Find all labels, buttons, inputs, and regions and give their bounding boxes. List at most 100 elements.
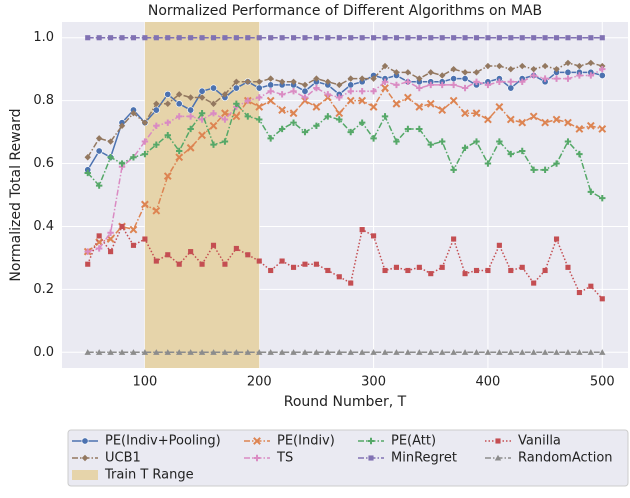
marker bbox=[336, 116, 343, 123]
marker bbox=[451, 236, 457, 242]
marker bbox=[529, 112, 538, 121]
x-tick-label: 100 bbox=[132, 375, 157, 390]
marker bbox=[278, 78, 286, 85]
marker bbox=[599, 65, 606, 73]
marker bbox=[267, 88, 274, 95]
marker bbox=[255, 84, 263, 92]
marker bbox=[233, 245, 239, 252]
marker bbox=[393, 69, 400, 76]
marker bbox=[587, 72, 595, 79]
marker bbox=[427, 141, 434, 148]
legend-label: RandomAction bbox=[518, 451, 613, 466]
marker bbox=[244, 349, 252, 355]
y-axis-label: Normalized Total Reward bbox=[8, 108, 24, 281]
marker bbox=[164, 90, 172, 98]
marker bbox=[95, 182, 103, 189]
marker bbox=[371, 35, 377, 41]
marker bbox=[576, 150, 583, 158]
marker bbox=[564, 59, 572, 67]
marker bbox=[164, 132, 171, 139]
legend bbox=[67, 429, 629, 487]
marker bbox=[461, 349, 469, 355]
marker bbox=[382, 35, 388, 41]
marker bbox=[438, 138, 446, 145]
marker bbox=[564, 138, 572, 145]
marker bbox=[336, 274, 342, 280]
marker bbox=[576, 72, 583, 79]
marker bbox=[428, 271, 434, 277]
legend-marker bbox=[81, 437, 89, 445]
marker bbox=[118, 349, 126, 355]
marker bbox=[336, 35, 342, 41]
marker bbox=[450, 349, 457, 355]
marker bbox=[221, 116, 229, 123]
x-tick-label: 400 bbox=[476, 375, 501, 390]
marker bbox=[348, 35, 354, 41]
marker bbox=[565, 264, 571, 270]
marker bbox=[438, 106, 447, 114]
marker bbox=[371, 233, 377, 239]
marker bbox=[268, 267, 274, 274]
marker bbox=[461, 69, 469, 76]
marker bbox=[404, 69, 412, 76]
marker bbox=[198, 94, 206, 101]
marker bbox=[485, 35, 491, 41]
marker bbox=[393, 138, 400, 145]
marker bbox=[278, 125, 286, 133]
marker bbox=[188, 35, 194, 41]
marker bbox=[187, 106, 195, 114]
marker bbox=[575, 125, 584, 133]
marker bbox=[450, 81, 457, 89]
marker bbox=[210, 84, 218, 92]
marker bbox=[313, 349, 320, 355]
marker bbox=[141, 119, 149, 126]
marker bbox=[107, 138, 114, 145]
marker bbox=[553, 349, 560, 355]
marker bbox=[381, 349, 389, 355]
marker bbox=[519, 78, 526, 85]
marker bbox=[96, 233, 102, 239]
marker bbox=[588, 35, 594, 41]
marker bbox=[153, 35, 159, 41]
y-tick-label: 0.8 bbox=[33, 93, 54, 108]
marker bbox=[473, 78, 480, 85]
marker bbox=[438, 72, 446, 79]
marker bbox=[564, 75, 572, 82]
marker bbox=[142, 236, 148, 242]
marker bbox=[496, 242, 502, 248]
marker bbox=[325, 35, 331, 41]
marker bbox=[221, 109, 229, 118]
marker bbox=[415, 103, 424, 111]
marker bbox=[438, 81, 446, 89]
marker bbox=[85, 35, 91, 41]
marker bbox=[347, 81, 355, 89]
marker bbox=[370, 75, 377, 82]
marker bbox=[232, 84, 240, 92]
marker bbox=[370, 349, 377, 355]
marker bbox=[507, 65, 514, 73]
marker bbox=[244, 78, 252, 85]
marker bbox=[176, 349, 183, 355]
x-tick-label: 200 bbox=[247, 375, 272, 390]
marker bbox=[519, 264, 525, 270]
marker bbox=[164, 119, 171, 126]
legend-label: PE(Att) bbox=[391, 434, 436, 449]
marker bbox=[95, 245, 103, 252]
marker bbox=[84, 154, 91, 161]
marker bbox=[84, 248, 91, 255]
marker bbox=[95, 135, 103, 142]
y-tick-label: 0.6 bbox=[33, 156, 54, 171]
marker bbox=[302, 261, 308, 267]
marker bbox=[473, 69, 480, 76]
legend-marker bbox=[81, 454, 89, 462]
marker bbox=[312, 103, 321, 111]
marker bbox=[588, 283, 594, 289]
marker bbox=[461, 109, 469, 118]
marker bbox=[416, 75, 423, 82]
marker bbox=[233, 100, 240, 107]
marker bbox=[256, 349, 263, 355]
marker bbox=[576, 62, 583, 70]
marker bbox=[290, 88, 297, 95]
legend-label: Train T Range bbox=[104, 468, 194, 483]
marker bbox=[233, 78, 240, 85]
